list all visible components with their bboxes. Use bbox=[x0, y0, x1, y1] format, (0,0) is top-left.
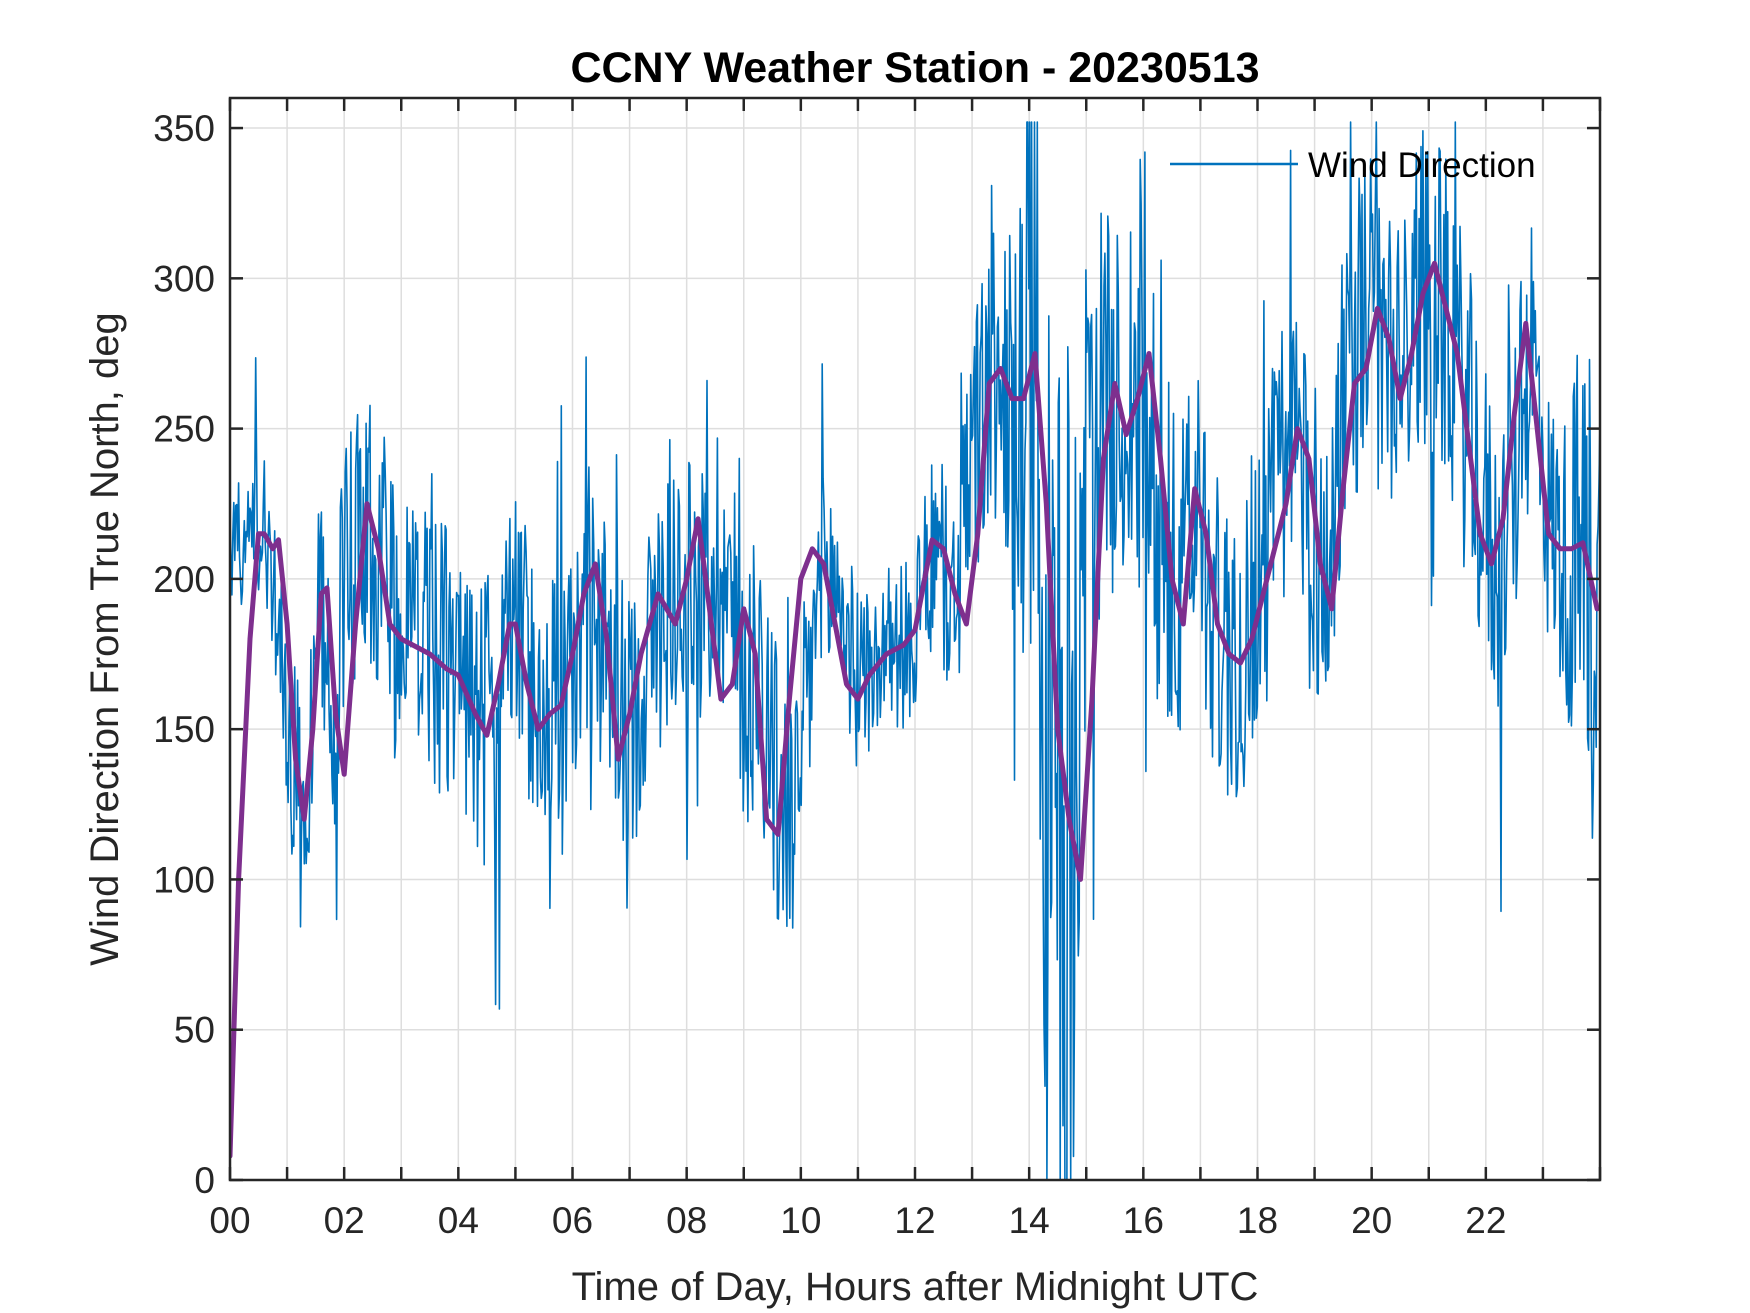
x-tick-label: 02 bbox=[324, 1200, 365, 1241]
y-tick-label: 100 bbox=[153, 859, 215, 900]
legend: Wind Direction bbox=[1170, 146, 1536, 185]
x-tick-label: 12 bbox=[894, 1200, 935, 1241]
ticks: 00 02 04 06 08 10 12 14 16 18 20 22 0 50 100 150 200 250 3… bbox=[153, 98, 1602, 1241]
x-tick-label: 08 bbox=[666, 1200, 707, 1241]
x-tick-label: 04 bbox=[438, 1200, 479, 1241]
x-tick-label: 16 bbox=[1123, 1200, 1164, 1241]
y-axis-label: Wind Direction From True North, deg bbox=[83, 312, 127, 966]
chart-title: CCNY Weather Station - 20230513 bbox=[570, 44, 1259, 92]
x-tick-label: 10 bbox=[780, 1200, 821, 1241]
y-tick-label: 200 bbox=[153, 559, 215, 600]
legend-label: Wind Direction bbox=[1308, 146, 1536, 185]
x-tick-label: 22 bbox=[1465, 1200, 1506, 1241]
y-tick-label: 350 bbox=[153, 108, 215, 149]
y-tick-label: 300 bbox=[153, 258, 215, 299]
x-tick-label: 00 bbox=[209, 1200, 250, 1241]
y-tick-label: 150 bbox=[153, 709, 215, 750]
x-tick-label: 06 bbox=[552, 1200, 593, 1241]
y-tick-label: 0 bbox=[194, 1160, 215, 1201]
x-tick-label: 18 bbox=[1237, 1200, 1278, 1241]
x-tick-label: 14 bbox=[1009, 1200, 1050, 1241]
x-tick-label: 20 bbox=[1351, 1200, 1392, 1241]
y-tick-label: 50 bbox=[174, 1010, 215, 1051]
y-tick-label: 250 bbox=[153, 409, 215, 450]
series-layer bbox=[230, 121, 1600, 1180]
smoothed-series-line bbox=[230, 260, 1600, 1159]
x-axis-label: Time of Day, Hours after Midnight UTC bbox=[572, 1265, 1259, 1309]
wind-direction-series-line bbox=[230, 121, 1600, 1180]
